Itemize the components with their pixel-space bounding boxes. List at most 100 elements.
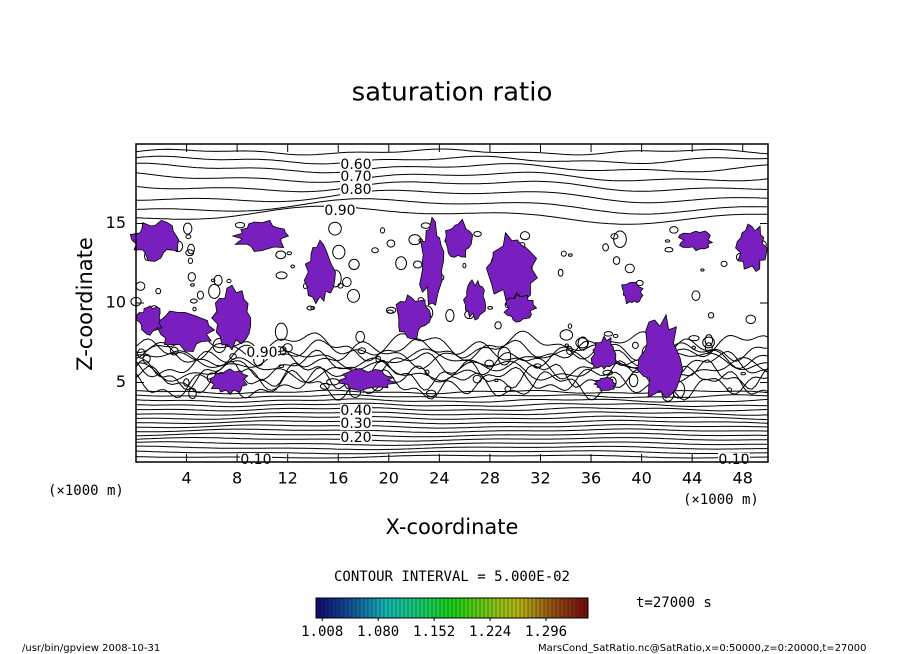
contour-blob xyxy=(282,343,293,353)
contour-blob xyxy=(290,264,295,269)
colorbar-cell xyxy=(503,597,509,619)
contour-blob xyxy=(664,247,674,253)
contour-blob xyxy=(575,337,589,349)
contour-label: 0.30 xyxy=(340,416,371,432)
contour-blob xyxy=(190,283,195,287)
contour-blob xyxy=(425,389,437,398)
contour-blob xyxy=(484,359,494,368)
contour-blob xyxy=(274,322,288,341)
colorbar-cell xyxy=(563,597,569,619)
contour-line xyxy=(135,441,768,446)
colorbar-cell xyxy=(323,597,329,619)
colorbar-cell xyxy=(431,597,437,619)
contour-blob xyxy=(212,338,227,354)
colorbar-cell xyxy=(403,597,409,619)
contour-blob xyxy=(720,260,728,268)
x-tick-label: 44 xyxy=(682,469,702,488)
x-tick-label: 8 xyxy=(232,469,242,488)
contour-blob xyxy=(229,353,237,360)
contour-line xyxy=(135,428,769,433)
colorbar-tick-label: 1.080 xyxy=(357,624,399,640)
colorbar-cell xyxy=(551,597,557,619)
shaded-region xyxy=(735,223,768,272)
contour-blob xyxy=(183,222,193,235)
contour-line xyxy=(135,454,769,459)
x-tick-label: 48 xyxy=(733,469,753,488)
colorbar-cell xyxy=(495,597,501,619)
contour-label: 0.90 xyxy=(246,345,277,361)
contour-blob xyxy=(188,387,197,400)
contour-blob xyxy=(379,227,386,234)
y-tick-label: 15 xyxy=(106,213,126,232)
shaded-region xyxy=(503,293,538,323)
contour-line xyxy=(136,419,769,425)
contour-line xyxy=(136,189,769,204)
x-tick-label: 4 xyxy=(181,469,191,488)
contour-blob xyxy=(187,243,195,255)
contour-line xyxy=(135,437,768,442)
contour-blob xyxy=(185,234,192,240)
colorbar-cell xyxy=(547,597,553,619)
shaded-region xyxy=(485,231,538,303)
colorbar-cell xyxy=(559,597,565,619)
colorbar-cell xyxy=(399,597,405,619)
contour-line xyxy=(135,171,769,183)
contour-line xyxy=(135,398,769,403)
colorbar-cell xyxy=(539,597,545,619)
contour-blob xyxy=(462,262,467,269)
contour-line xyxy=(135,432,768,438)
contour-blob xyxy=(533,363,542,369)
contour-blob xyxy=(208,283,221,299)
colorbar-cell xyxy=(383,597,389,619)
contour-blob xyxy=(691,290,701,301)
contour-blob xyxy=(745,314,757,325)
contour-label-bg xyxy=(340,158,372,171)
contour-blob xyxy=(564,343,569,347)
colorbar-cell xyxy=(359,597,365,619)
contour-blob xyxy=(494,378,499,383)
shaded-region xyxy=(677,230,714,252)
contour-blob xyxy=(375,355,382,363)
contour-line xyxy=(135,162,769,174)
contour-label-bg xyxy=(340,183,372,196)
colorbar-cell xyxy=(367,597,373,619)
contour-blob xyxy=(704,334,714,347)
colorbar-cell xyxy=(535,597,541,619)
contour-blob xyxy=(135,281,146,291)
colorbar-cell xyxy=(483,597,489,619)
x-tick-label: 40 xyxy=(631,469,651,488)
colorbar-cell xyxy=(351,597,357,619)
contour-blob xyxy=(566,345,573,355)
contour-blob xyxy=(445,309,455,323)
contour-label-bg xyxy=(340,170,372,183)
colorbar-cell xyxy=(571,597,577,619)
contour-blob xyxy=(494,321,502,330)
contour-blob xyxy=(275,271,288,280)
colorbar-tick-label: 1.008 xyxy=(301,624,343,640)
colorbar-cell xyxy=(463,597,469,619)
shaded-region xyxy=(303,239,336,305)
contour-blob xyxy=(557,268,564,277)
colorbar-cell xyxy=(347,597,353,619)
contour-blob xyxy=(142,353,151,364)
contour-line xyxy=(135,155,769,165)
contour-blob xyxy=(707,312,715,319)
shaded-region xyxy=(395,294,432,340)
contour-blob xyxy=(497,346,512,366)
footer-left: /usr/bin/gpview 2008-10-31 xyxy=(22,643,160,654)
contour-blob xyxy=(210,278,216,283)
x-tick-label: 32 xyxy=(530,469,550,488)
colorbar-tick-label: 1.152 xyxy=(413,624,455,640)
contour-blob xyxy=(669,226,679,234)
shaded-region xyxy=(636,313,684,399)
colorbar-cell xyxy=(427,597,433,619)
contour-line xyxy=(135,407,769,412)
contour-blob xyxy=(348,258,360,271)
contour-blob xyxy=(395,256,407,271)
shaded-regions xyxy=(129,216,768,399)
colorbar-cell xyxy=(435,597,441,619)
colorbar-cell xyxy=(335,597,341,619)
colorbar-cell xyxy=(507,597,513,619)
colorbar-cell xyxy=(475,597,481,619)
colorbar-cell xyxy=(363,597,369,619)
